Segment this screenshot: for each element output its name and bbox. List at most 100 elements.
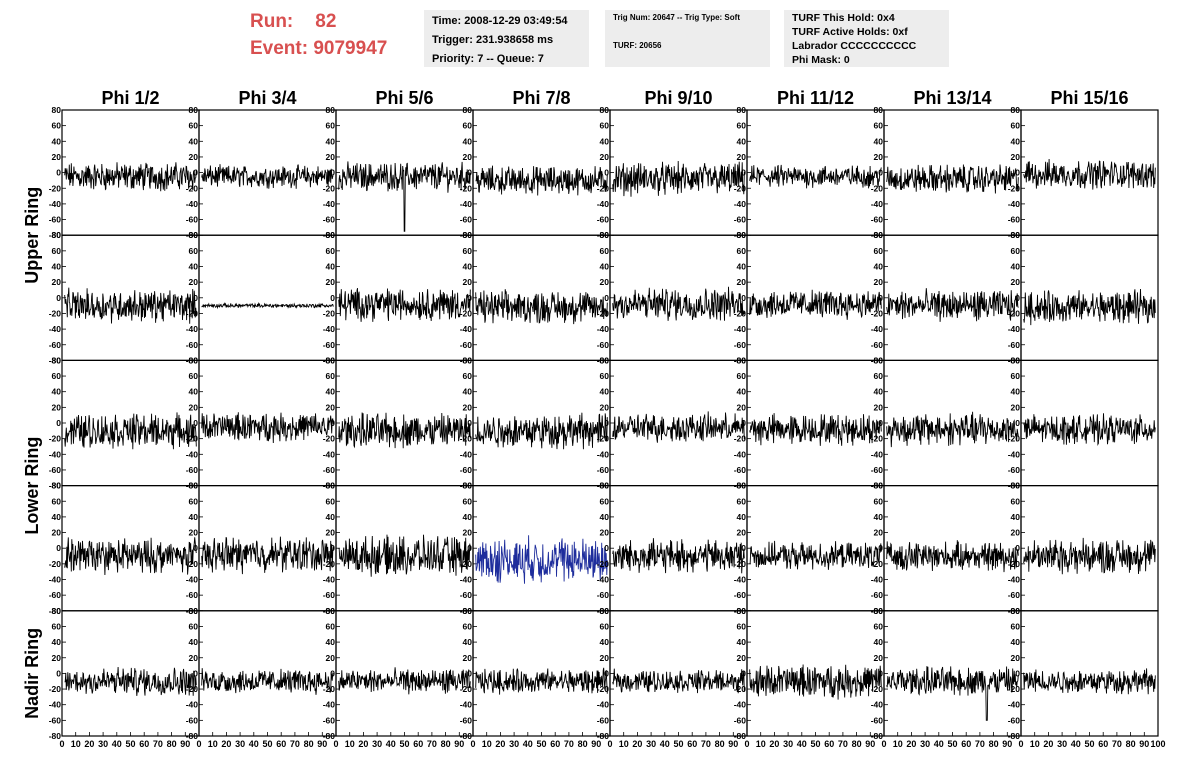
y-tick-label: 60 xyxy=(463,371,473,381)
y-tick-label: 20 xyxy=(326,152,336,162)
y-tick-label: 60 xyxy=(737,246,747,256)
y-tick-label: -20 xyxy=(871,434,884,444)
x-tick-label: 40 xyxy=(934,739,944,749)
waveform-trace xyxy=(475,667,608,695)
y-tick-label: 60 xyxy=(326,371,336,381)
y-tick-label: 20 xyxy=(737,152,747,162)
y-tick-label: 40 xyxy=(737,637,747,647)
waveform-trace xyxy=(338,667,471,695)
y-tick-label: 40 xyxy=(874,512,884,522)
y-tick-label: 80 xyxy=(326,355,336,365)
x-tick-label: 40 xyxy=(523,739,533,749)
y-tick-label: 80 xyxy=(1011,481,1021,491)
y-tick-label: 40 xyxy=(189,637,199,647)
event-value: 9079947 xyxy=(313,38,388,59)
y-tick-label: 60 xyxy=(874,496,884,506)
y-tick-label: -60 xyxy=(186,590,199,600)
y-tick-label: 80 xyxy=(463,230,473,240)
y-tick-label: 80 xyxy=(874,230,884,240)
y-tick-label: 60 xyxy=(737,121,747,131)
y-tick-label: 40 xyxy=(52,637,62,647)
x-tick-label: 50 xyxy=(673,739,683,749)
waveform-trace xyxy=(64,412,197,450)
y-tick-label: -60 xyxy=(871,215,884,225)
y-tick-label: 40 xyxy=(1011,512,1021,522)
y-tick-label: -40 xyxy=(460,199,473,209)
x-tick-label: 80 xyxy=(852,739,862,749)
x-tick-label: 70 xyxy=(701,739,711,749)
y-tick-label: -20 xyxy=(597,434,610,444)
y-tick-label: -40 xyxy=(186,700,199,710)
x-tick-label: 10 xyxy=(756,739,766,749)
priority-text: Priority: 7 -- Queue: 7 xyxy=(432,53,544,65)
waveform-trace xyxy=(749,289,882,320)
x-tick-label: 70 xyxy=(1112,739,1122,749)
y-tick-label: 0 xyxy=(330,418,335,428)
y-tick-label: -20 xyxy=(460,434,473,444)
panel-frame xyxy=(472,109,611,236)
y-tick-label: 0 xyxy=(878,418,883,428)
run-event-box: Run: 82 Event: 9079947 xyxy=(250,8,387,62)
y-tick-label: 60 xyxy=(874,121,884,131)
y-tick-label: 40 xyxy=(189,387,199,397)
y-tick-label: 40 xyxy=(1011,387,1021,397)
y-tick-label: 60 xyxy=(874,371,884,381)
y-tick-label: 0 xyxy=(741,293,746,303)
y-tick-label: 20 xyxy=(1011,277,1021,287)
y-tick-label: 40 xyxy=(52,136,62,146)
y-tick-label: -60 xyxy=(1008,465,1021,475)
y-tick-label: 40 xyxy=(600,136,610,146)
y-tick-label: 40 xyxy=(326,136,336,146)
y-tick-label: 60 xyxy=(463,496,473,506)
y-tick-label: 40 xyxy=(1011,637,1021,647)
y-tick-label: 60 xyxy=(737,621,747,631)
x-tick-label: 20 xyxy=(632,739,642,749)
column-title: Phi 1/2 xyxy=(101,88,159,108)
y-tick-label: 20 xyxy=(600,402,610,412)
y-tick-label: -60 xyxy=(49,590,62,600)
x-tick-label: 40 xyxy=(1071,739,1081,749)
y-tick-label: -60 xyxy=(186,215,199,225)
ring-label: Upper Ring xyxy=(22,187,42,284)
time-info-box: Time: 2008-12-29 03:49:54 Trigger: 231.9… xyxy=(424,10,589,67)
y-tick-label: 20 xyxy=(52,653,62,663)
y-tick-label: -40 xyxy=(597,575,610,585)
x-tick-label: 0 xyxy=(59,739,64,749)
y-tick-label: -20 xyxy=(871,308,884,318)
y-tick-label: 0 xyxy=(604,543,609,553)
y-tick-label: -60 xyxy=(186,715,199,725)
waveform-trace xyxy=(749,664,882,700)
y-tick-label: -40 xyxy=(1008,324,1021,334)
y-tick-label: 60 xyxy=(463,246,473,256)
y-tick-label: 80 xyxy=(737,105,747,115)
y-tick-label: 0 xyxy=(741,543,746,553)
y-tick-label: -20 xyxy=(734,559,747,569)
x-tick-label: 50 xyxy=(262,739,272,749)
waveform-trace xyxy=(338,534,471,577)
waveform-trace xyxy=(749,540,882,570)
y-tick-label: 40 xyxy=(52,387,62,397)
y-tick-label: -60 xyxy=(49,465,62,475)
y-tick-label: -20 xyxy=(323,434,336,444)
y-tick-label: -40 xyxy=(186,575,199,585)
y-tick-label: 40 xyxy=(874,637,884,647)
y-tick-label: -20 xyxy=(871,559,884,569)
waveform-trace xyxy=(475,412,608,450)
x-tick-label: 0 xyxy=(744,739,749,749)
y-tick-label: -60 xyxy=(734,340,747,350)
waveform-trace xyxy=(886,540,1019,573)
waveform-trace xyxy=(475,289,608,325)
y-tick-label: -40 xyxy=(460,575,473,585)
y-tick-label: 60 xyxy=(874,621,884,631)
panel-frame xyxy=(335,359,474,487)
y-tick-label: 80 xyxy=(737,606,747,616)
y-tick-label: 40 xyxy=(600,512,610,522)
x-tick-label: 100 xyxy=(1150,739,1165,749)
y-tick-label: 20 xyxy=(737,277,747,287)
y-tick-label: -60 xyxy=(1008,590,1021,600)
time-text: Time: 2008-12-29 03:49:54 xyxy=(432,15,568,27)
y-tick-label: -60 xyxy=(460,215,473,225)
y-tick-label: 0 xyxy=(193,168,198,178)
x-tick-label: 0 xyxy=(196,739,201,749)
y-tick-label: -20 xyxy=(323,308,336,318)
